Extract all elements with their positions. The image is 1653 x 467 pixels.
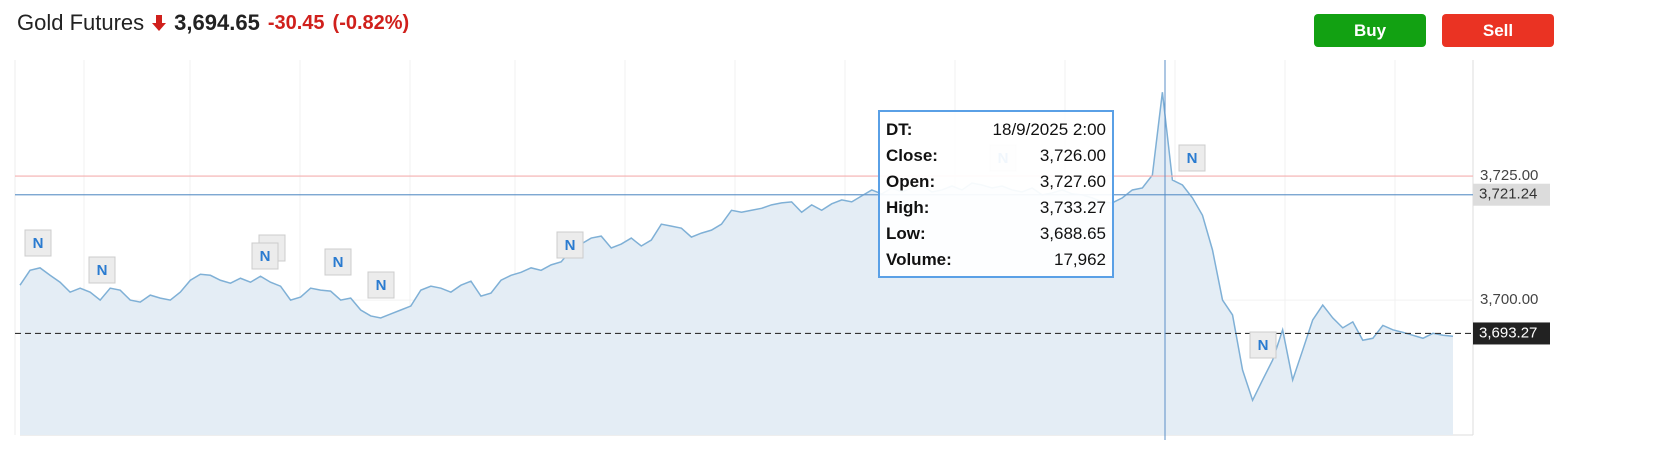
price-label: 3,693.27	[1479, 324, 1537, 341]
sell-button[interactable]: Sell	[1442, 14, 1554, 47]
tooltip-key: High:	[886, 198, 930, 217]
price-change: -30.45	[267, 11, 325, 34]
news-marker: N	[260, 248, 271, 265]
news-marker-box	[24, 229, 52, 257]
tooltip-row: Low: 3,688.65	[886, 224, 1106, 250]
news-marker: N	[333, 254, 344, 271]
price-label-box	[1473, 322, 1550, 345]
tooltip-value: 3,727.60	[1039, 172, 1106, 191]
news-marker-box	[88, 256, 116, 284]
price-line	[19, 92, 1454, 403]
tooltip-key: Low:	[886, 224, 926, 243]
news-marker-box	[324, 248, 352, 276]
buy-button[interactable]: Buy	[1314, 14, 1426, 47]
news-marker: N	[1258, 337, 1269, 354]
news-marker: N	[565, 237, 576, 254]
price-area	[20, 92, 1453, 435]
y-tick-label: 3,700.00	[1480, 291, 1538, 308]
price-change-pct: (-0.82%)	[332, 11, 410, 34]
tooltip-key: Volume:	[886, 250, 952, 269]
news-marker-box	[1249, 331, 1277, 359]
tooltip-row: Volume: 17,962	[886, 250, 1106, 276]
tooltip-value: 3,688.65	[1039, 224, 1106, 243]
down-arrow	[152, 15, 167, 31]
tooltip-key: Open:	[886, 172, 936, 191]
tooltip: DT: 18/9/2025 2:00 Close: 3,726.00 Open: 3,72…	[878, 110, 1114, 278]
news-marker-box	[367, 271, 395, 299]
tooltip-row: High: 3,733.27	[886, 198, 1106, 224]
tooltip-row: DT: 18/9/2025 2:00	[886, 120, 1106, 146]
news-marker: N	[376, 277, 387, 294]
price-label: 3,721.24	[1479, 186, 1537, 203]
y-tick-label: 3,725.00	[1480, 167, 1538, 184]
last-price: 3,694.65	[174, 10, 260, 35]
tooltip-value: 18/9/2025 2:00	[992, 120, 1106, 139]
instrument-title: Gold Futures	[17, 10, 145, 35]
news-marker-box	[251, 242, 279, 270]
tooltip-value: 17,962	[1054, 250, 1106, 269]
news-marker: N	[97, 262, 108, 279]
tooltip-key: Close:	[886, 146, 938, 165]
tooltip-row: Close: 3,726.00	[886, 146, 1106, 172]
tooltip-key: DT:	[886, 120, 913, 139]
tooltip-value: 3,726.00	[1039, 146, 1106, 165]
tooltip-row: Open: 3,727.60	[886, 172, 1106, 198]
news-marker: N	[33, 235, 44, 252]
news-marker-box	[1178, 144, 1206, 172]
header: Gold Futures 3,694.65 -30.45 (-0.82%)	[17, 10, 409, 36]
tooltip-value: 3,733.27	[1039, 198, 1106, 217]
news-marker-box	[556, 231, 584, 259]
news-marker: N	[1187, 150, 1198, 167]
price-label-box	[1473, 183, 1550, 206]
